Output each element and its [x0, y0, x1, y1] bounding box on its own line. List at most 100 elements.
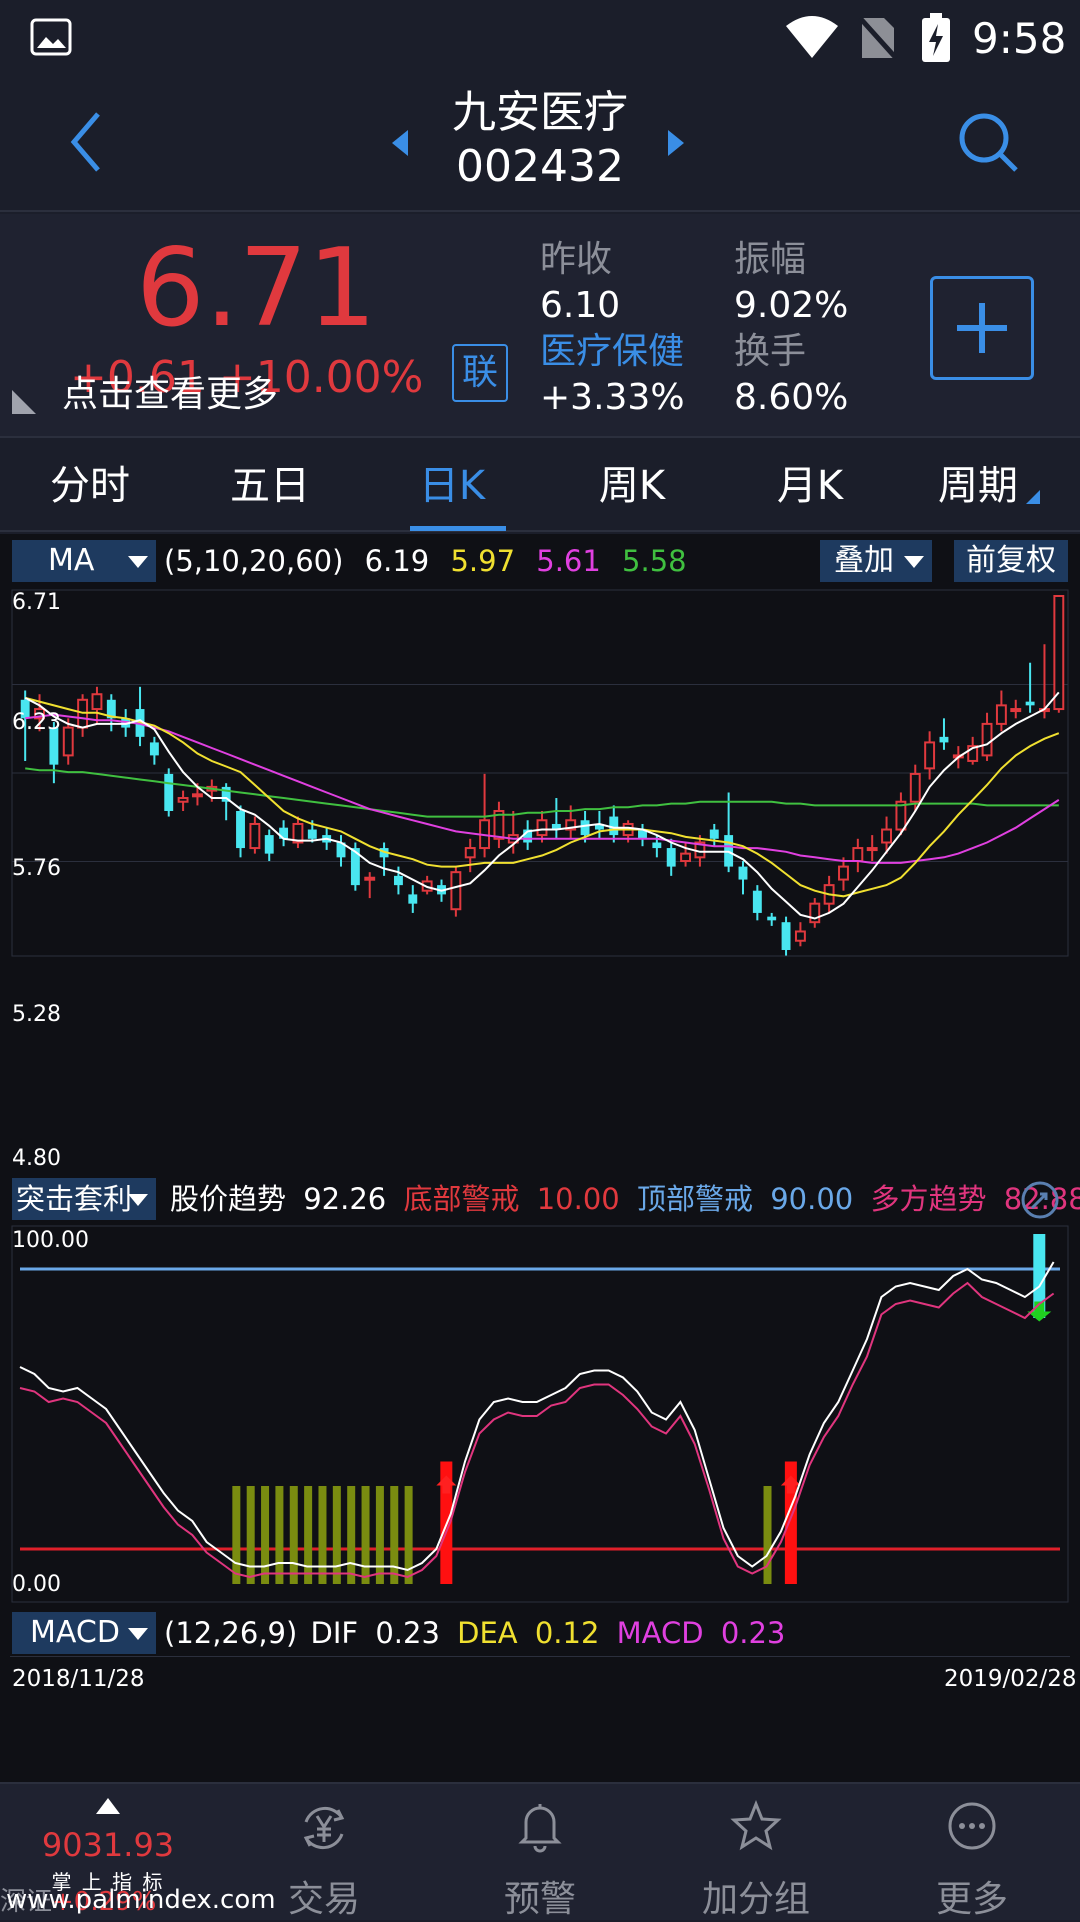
chevron-down-icon	[128, 1628, 148, 1640]
top-signal-bar	[1033, 1234, 1046, 1318]
sector-link[interactable]: 医疗保健	[540, 331, 685, 372]
date-start: 2018/11/28	[12, 1666, 145, 1692]
tab-weekly-k[interactable]: 周K	[598, 463, 666, 509]
next-stock-icon[interactable]	[664, 128, 688, 158]
bottom-signal-bar	[332, 1486, 341, 1584]
nav-trade[interactable]: 交易	[216, 1784, 432, 1922]
dif-value: 0.23	[375, 1616, 440, 1650]
nav-more[interactable]: 更多	[864, 1784, 1080, 1922]
bottom-signal-bar	[375, 1486, 384, 1584]
link-badge[interactable]: 联	[452, 344, 508, 402]
candle-body	[264, 835, 274, 854]
bottom-signal-bar	[246, 1486, 255, 1584]
candle-body	[20, 699, 30, 719]
bottom-signal-bar	[304, 1486, 313, 1584]
macd-params: (12,26,9)	[164, 1616, 298, 1650]
chevron-down-icon	[128, 1194, 148, 1206]
price-axis-label-4: 4.80	[12, 1146, 61, 1171]
star-icon	[730, 1800, 782, 1851]
candle-body	[249, 822, 261, 850]
tab-five-day[interactable]: 五日	[230, 463, 310, 509]
indicator-settings-icon[interactable]	[1020, 1180, 1060, 1220]
back-icon[interactable]	[64, 110, 108, 174]
expand-corner-icon[interactable]	[10, 388, 38, 416]
candle-body	[393, 875, 403, 886]
indicator-legend: 股价趋势 92.26 底部警戒 10.00 顶部警戒 90.00 多方趋势 82…	[170, 1179, 1080, 1219]
tab-intraday[interactable]: 分时	[50, 463, 130, 509]
tab-period[interactable]: 周期	[938, 463, 1018, 509]
bottom-signal-bar	[261, 1486, 270, 1584]
candle-body	[1025, 701, 1035, 706]
price-candlestick-chart[interactable]	[0, 588, 1080, 958]
candle-body	[866, 847, 878, 852]
watermark-title: 掌 上 指 标	[51, 1870, 165, 1894]
ma60-value: 5.58	[622, 544, 687, 578]
bottom-signal-bar	[275, 1486, 284, 1584]
macd-selector[interactable]: MACD	[12, 1612, 156, 1654]
prev-stock-icon[interactable]	[388, 128, 412, 158]
indicator-axis-bottom: 0.00	[12, 1572, 61, 1597]
nav-add-group[interactable]: 加分组	[648, 1784, 864, 1922]
period-tabs: 分时 五日 日K 周K 月K 周期	[0, 436, 1080, 532]
bottom-navigation: 9031.93 掌 上 指 标 深证+0.29% www.palmindex.c…	[0, 1782, 1080, 1920]
candle-body	[221, 786, 231, 802]
candle-body	[62, 726, 74, 757]
nav-alert-label: 预警	[503, 1879, 576, 1920]
indicator-axis-top: 100.00	[12, 1228, 89, 1253]
nav-alert[interactable]: 预警	[432, 1784, 648, 1922]
candle-body	[464, 847, 476, 859]
candle-body	[709, 829, 719, 839]
candle-body	[752, 890, 762, 913]
ma-selector[interactable]: MA	[12, 540, 156, 582]
search-icon[interactable]	[956, 110, 1020, 174]
ma10-value: 5.97	[450, 544, 516, 578]
indicator-chart[interactable]	[0, 1224, 1080, 1604]
macd-value: 0.23	[720, 1616, 786, 1650]
candle-body	[680, 852, 692, 863]
candle-body	[895, 800, 907, 831]
stock-header: 九安医疗 002432	[0, 80, 1080, 212]
view-more-link[interactable]: 点击查看更多	[62, 374, 279, 415]
candle-body	[738, 866, 748, 880]
bell-icon	[518, 1804, 562, 1853]
ma20-line	[25, 713, 1060, 864]
macd-selector-label: MACD	[30, 1615, 120, 1650]
candle-body	[34, 708, 45, 720]
indicator-selector[interactable]: 突击套利	[12, 1178, 156, 1220]
trade-yen-icon	[303, 1806, 345, 1850]
index-ticker[interactable]: 9031.93 掌 上 指 标 深证+0.29% www.palmindex.c…	[0, 1784, 276, 1922]
candle-body	[364, 876, 376, 881]
dea-label: DEA	[457, 1616, 518, 1650]
bottom-warning-label: 底部警戒	[403, 1182, 520, 1216]
candle-body	[164, 773, 174, 811]
add-to-watchlist-button[interactable]	[930, 276, 1034, 380]
tab-monthly-k[interactable]: 月K	[776, 463, 844, 509]
bull-trend-line	[19, 1281, 1055, 1579]
dea-value: 0.12	[534, 1616, 600, 1650]
price-axis-label-1: 6.23	[12, 710, 61, 735]
bottom-signal-bar	[404, 1486, 413, 1584]
candle-body	[838, 865, 849, 881]
macd-legend: (12,26,9) DIF 0.23 DEA 0.12 MACD 0.23	[164, 1613, 785, 1653]
overlay-selector[interactable]: 叠加	[820, 540, 932, 582]
gallery-notification-icon	[30, 18, 72, 56]
ma5-value: 6.19	[364, 544, 430, 578]
index-name: 深证	[0, 1887, 53, 1917]
bottom-signal-bar	[361, 1486, 370, 1584]
tab-daily-k[interactable]: 日K	[418, 463, 486, 509]
watermark-url: www.palmindex.com	[6, 1885, 276, 1915]
price-axis-label-0: 6.71	[12, 590, 61, 615]
candle-body	[981, 722, 993, 757]
adjust-button[interactable]: 前复权	[954, 540, 1068, 582]
candle-body	[909, 772, 921, 803]
buy-arrow-icon	[436, 1475, 457, 1494]
candle-body	[1053, 595, 1065, 711]
stock-code: 002432	[456, 141, 624, 192]
candle-body	[307, 829, 317, 839]
bull-trend-label: 多方趋势	[870, 1182, 987, 1216]
nav-more-label: 更多	[935, 1879, 1008, 1920]
stock-name: 九安医疗	[452, 87, 628, 138]
candle-body	[580, 820, 590, 836]
amplitude-label: 振幅	[734, 239, 807, 280]
active-tab-indicator	[410, 526, 506, 531]
